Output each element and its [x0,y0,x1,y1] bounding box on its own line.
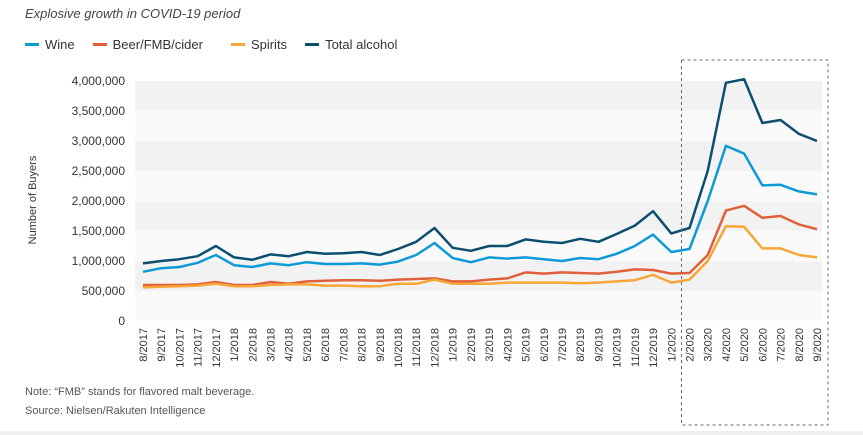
y-tick-label: 3,500,000 [72,104,126,118]
legend-label: Spirits [250,37,288,52]
legend-item-wine: Wine [25,37,75,52]
series-line-wine [142,144,818,274]
y-tick-label: 2,000,000 [72,194,126,208]
grid-band [135,231,822,261]
footnote: Note: “FMB” stands for flavored malt bev… [25,386,255,398]
divider [0,431,863,435]
source-note: Source: Nielsen/Rakuten Intelligence [25,405,206,417]
grid-band [135,111,822,141]
y-tick-label: 1,000,000 [72,254,126,268]
x-tick-label: 11/2019 [630,328,642,367]
x-tick-label: 4/2018 [284,328,296,362]
grid-band [135,171,822,201]
x-tick-label: 1/2020 [666,328,678,362]
x-tick-label: 1/2018 [229,328,241,362]
x-tick-label: 12/2019 [648,328,660,368]
x-tick-label: 5/2019 [521,328,533,362]
x-tick-label: 3/2019 [484,328,496,362]
x-tick-label: 11/2018 [411,328,423,367]
x-tick-label: 6/2019 [539,328,551,362]
chart-subtitle: Explosive growth in COVID-19 period [25,6,241,21]
covid-highlight-box [680,59,829,426]
x-tick-label: 5/2018 [302,328,314,362]
x-tick-label: 9/2018 [375,328,387,362]
x-tick-label: 5/2020 [739,328,751,362]
y-tick-label: 1,500,000 [72,224,126,238]
x-tick-label: 6/2018 [320,328,332,362]
x-tick-label: 8/2019 [575,328,587,362]
x-tick-label: 3/2020 [703,328,715,362]
legend-swatch [230,43,245,46]
grid-band [135,291,822,321]
x-tick-label: 9/2019 [593,328,605,362]
legend-label: Total alcohol [325,37,398,52]
grid-band [135,81,822,111]
x-tick-label: 7/2018 [338,328,350,362]
legend-label: Wine [45,37,75,52]
x-tick-label: 12/2017 [211,328,223,368]
legend: Wine Beer/FMB/cider Spirits Total alcoho… [25,37,415,52]
y-tick-label: 3,000,000 [72,134,126,148]
x-tick-label: 10/2018 [393,328,405,368]
x-tick-label: 2/2020 [684,328,696,362]
legend-label: Beer/FMB/cider [112,37,203,52]
x-tick-label: 3/2018 [266,328,278,362]
x-tick-label: 2/2019 [466,328,478,362]
y-tick-label: 4,000,000 [72,74,126,88]
x-tick-label: 4/2019 [502,328,514,362]
x-tick-label: 10/2017 [174,328,186,368]
legend-item-beer: Beer/FMB/cider [92,37,203,52]
x-tick-label: 7/2020 [776,328,788,362]
y-tick-label: 2,500,000 [72,164,126,178]
legend-item-spirits: Spirits [230,37,288,52]
x-tick-label: 2/2018 [247,328,259,362]
x-tick-label: 1/2019 [448,328,460,362]
x-tick-label: 8/2020 [794,328,806,362]
y-axis-label: Number of Buyers [27,155,39,244]
x-tick-label: 12/2018 [429,328,441,368]
y-tick-label: 500,000 [82,284,126,298]
grid-band [135,201,822,231]
legend-item-total: Total alcohol [305,37,397,52]
x-tick-label: 8/2018 [357,328,369,362]
legend-swatch [25,43,39,46]
x-tick-label: 8/2017 [138,328,150,362]
x-tick-label: 7/2019 [557,328,569,362]
x-tick-label: 4/2020 [721,328,733,362]
x-tick-label: 6/2020 [757,328,769,362]
series-line-beer-fmb-cider [143,204,818,287]
x-tick-label: 10/2019 [612,328,624,368]
x-tick-label: 9/2017 [156,328,168,362]
legend-swatch [305,43,320,46]
x-tick-label: 11/2017 [193,328,205,367]
series-line-spirits [142,224,818,289]
x-tick-label: 9/2020 [812,328,824,362]
y-tick-label: 0 [118,314,125,328]
legend-swatch [92,43,107,46]
series-line-total-alcohol [142,77,818,265]
